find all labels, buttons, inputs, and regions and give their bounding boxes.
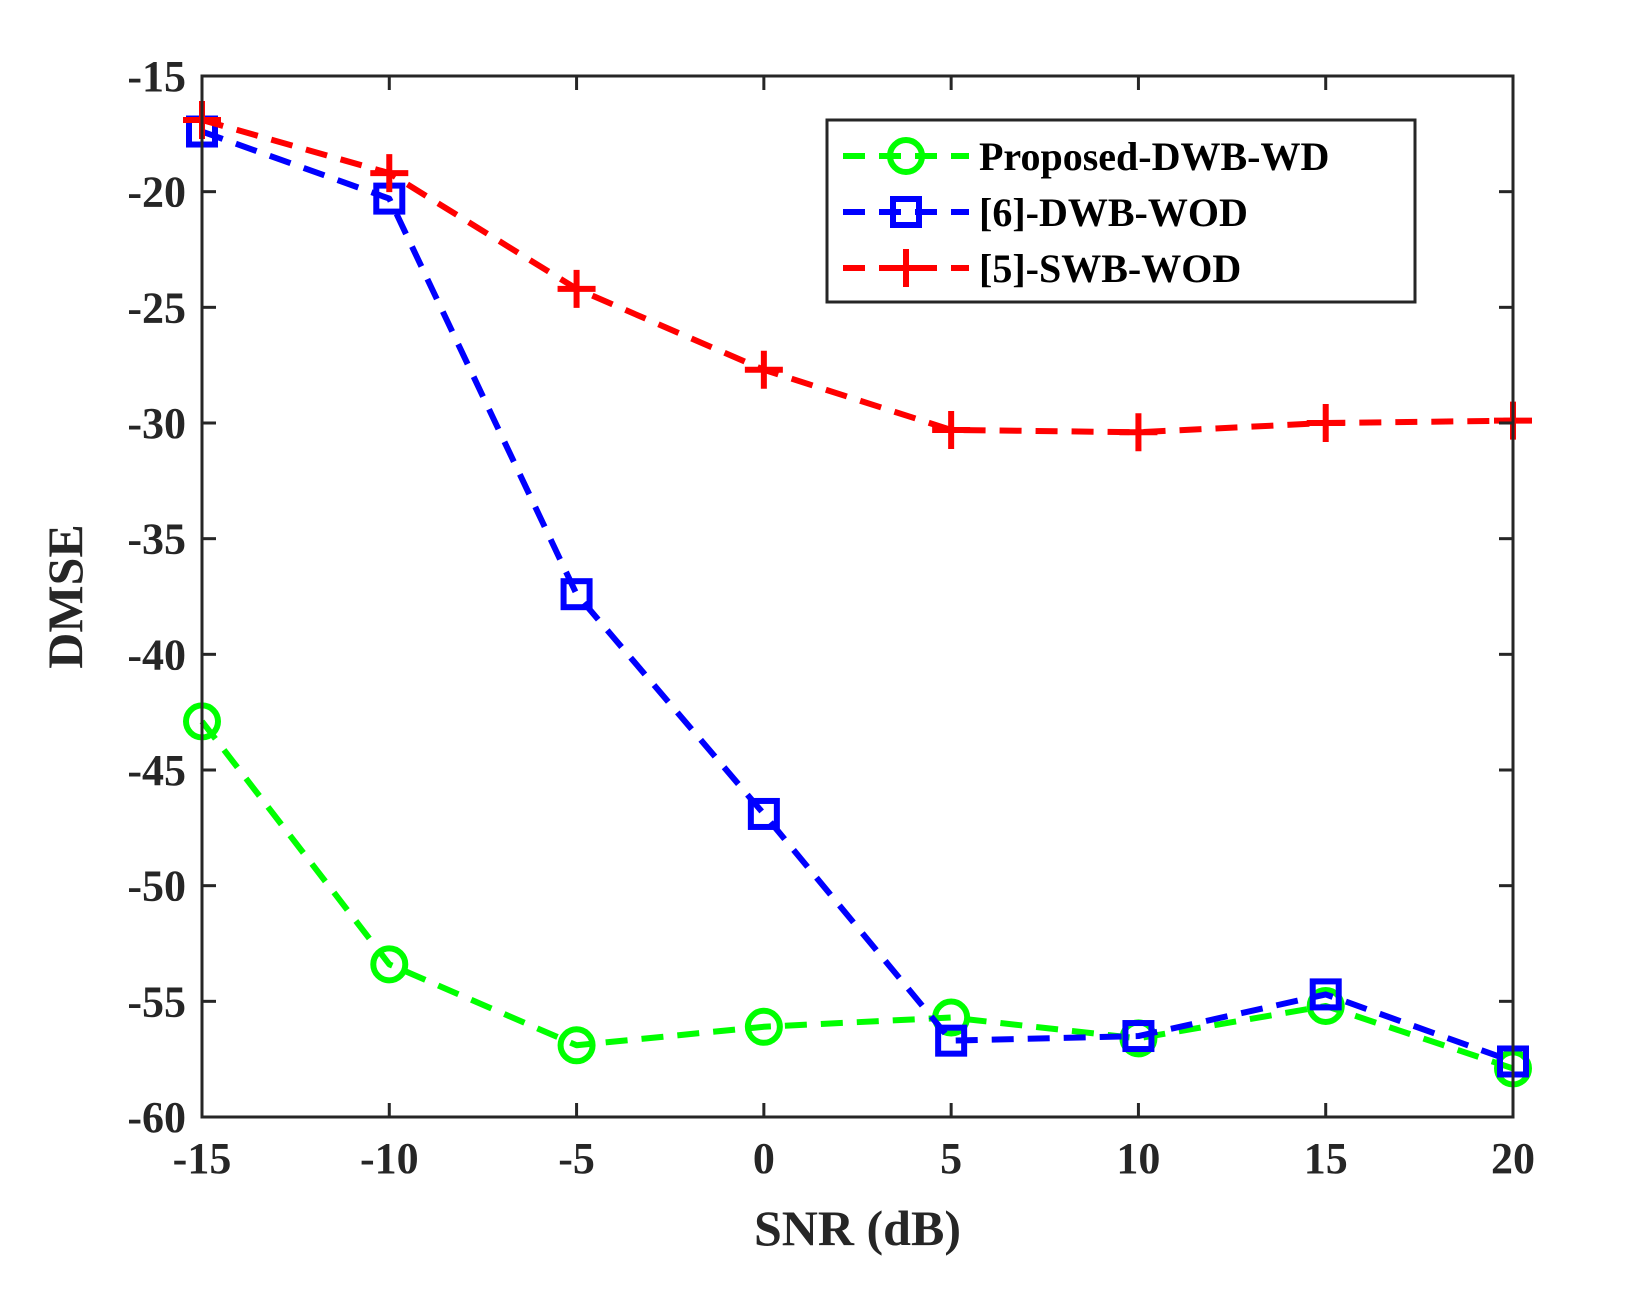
data-point-1-3: [747, 797, 780, 830]
y-tick-label-1: -20: [127, 168, 186, 217]
data-point-0-3: [744, 1007, 783, 1046]
data-point-2-6: [1306, 404, 1345, 442]
data-point-0-1: [370, 945, 409, 984]
data-point-2-5: [1119, 413, 1158, 452]
y-tick-label-2: -25: [127, 283, 186, 332]
x-tick-label-1: -10: [360, 1134, 419, 1183]
y-tick-label-8: -55: [127, 977, 186, 1026]
data-point-1-5: [1122, 1020, 1155, 1053]
x-tick-label-2: -5: [558, 1134, 595, 1183]
y-tick-label-4: -35: [127, 515, 186, 564]
y-axis-title: DMSE: [37, 524, 93, 668]
data-point-1-6: [1309, 978, 1342, 1011]
x-tick-label-4: 5: [940, 1134, 962, 1183]
legend-label-0: Proposed-DWB-WD: [979, 134, 1329, 179]
data-point-2-1: [370, 154, 409, 193]
data-point-0-2: [557, 1026, 596, 1065]
x-tick-label-5: 10: [1116, 1134, 1160, 1183]
series-line-2: [201, 117, 1514, 436]
series-line-1: [200, 128, 1515, 1065]
x-tick-label-6: 15: [1304, 1134, 1348, 1183]
legend-label-1: [6]-DWB-WOD: [979, 190, 1248, 235]
y-tick-label-0: -15: [127, 52, 186, 101]
plot-frame: [200, 74, 1515, 1119]
legend: Proposed-DWB-WD [6]-DWB-WOD [5]-SWB-WOD: [825, 118, 1417, 304]
y-tick-label-5: -40: [127, 630, 186, 679]
x-axis-title: SNR (dB): [754, 1200, 961, 1256]
x-tick-label-3: 0: [753, 1134, 775, 1183]
data-point-2-3: [744, 350, 783, 389]
legend-marker-2: [887, 249, 925, 287]
data-point-2-4: [932, 410, 971, 449]
data-point-1-2: [560, 578, 593, 611]
axes: -15 -10 -5 0 5 10 15 20-15-20-25-30-35-40-45-50…: [127, 52, 1535, 1183]
series-line-0: [199, 719, 1514, 1072]
y-tick-label-6: -45: [127, 746, 186, 795]
y-tick-label-9: -60: [127, 1093, 186, 1142]
data-point-1-4: [935, 1024, 968, 1057]
data-point-2-2: [557, 269, 596, 308]
legend-label-2: [5]-SWB-WOD: [979, 246, 1241, 291]
x-tick-label-7: 20: [1491, 1134, 1535, 1183]
y-tick-label-7: -50: [127, 862, 186, 911]
y-tick-label-3: -30: [127, 399, 186, 448]
legend-marker-1: [890, 196, 922, 228]
legend-marker-0: [887, 137, 925, 175]
x-tick-label-0: -15: [173, 1134, 232, 1183]
